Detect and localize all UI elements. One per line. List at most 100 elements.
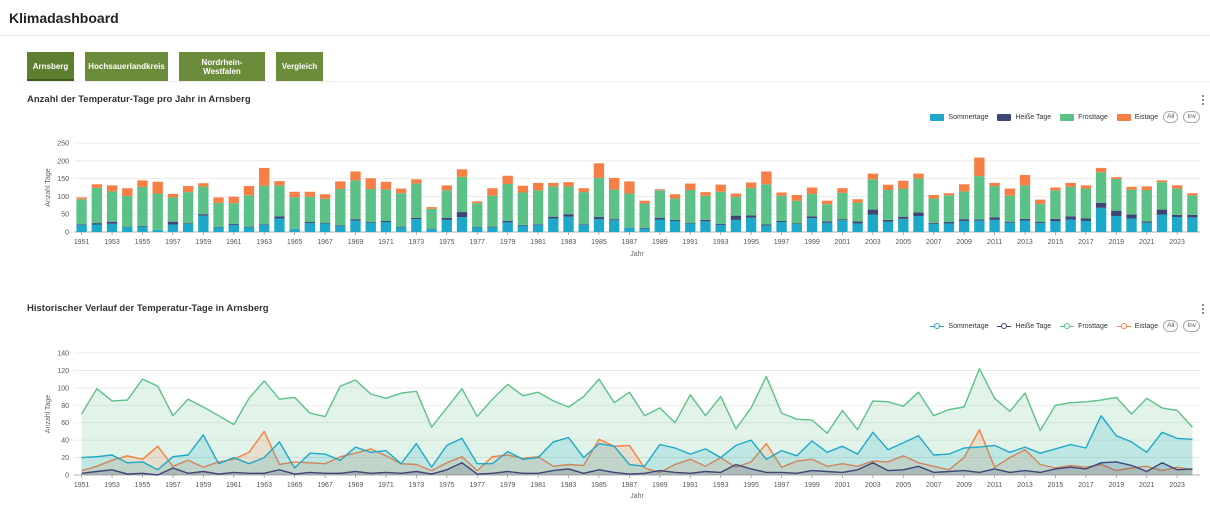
tab-hochsauerlandkreis[interactable]: Hochsauerlandkreis (85, 52, 168, 81)
legend-all-button[interactable]: All (1163, 320, 1179, 332)
bar-chart-menu-icon[interactable] (1200, 93, 1206, 107)
bar-eistage (989, 182, 1000, 187)
legend-item-eistage[interactable]: Eistage (1116, 322, 1158, 330)
bar-frosttage (928, 198, 939, 223)
legend-item-eistage[interactable]: Eistage (1116, 113, 1158, 121)
bar-frosttage (1187, 195, 1198, 215)
bar-heisse-tage (1126, 214, 1137, 219)
bar-eistage (974, 157, 985, 177)
bar-heisse-tage (380, 220, 392, 223)
bar-frosttage (563, 186, 574, 215)
bar-heisse-tage (639, 227, 650, 229)
legend-item-frosttage[interactable]: Frosttage (1060, 322, 1108, 330)
bar-sommertage (563, 216, 574, 232)
bar-eistage (259, 167, 270, 186)
bar-sommertage (548, 218, 559, 232)
tab-arnsberg[interactable]: Arnsberg (27, 52, 74, 81)
bar-heisse-tage (654, 217, 665, 220)
x-tick-label: 1959 (196, 482, 212, 489)
y-axis-title: Anzahl Tage (45, 395, 52, 434)
legend-item-heisse-tage[interactable]: Heiße Tage (997, 113, 1052, 121)
bar-chart-title: Anzahl der Temperatur-Tage pro Jahr in A… (27, 94, 251, 105)
bar-sommertage (456, 217, 468, 232)
bar-sommertage (700, 221, 711, 232)
legend-all-button[interactable]: All (1163, 111, 1179, 123)
bar-heisse-tage (76, 224, 87, 225)
bar-eistage (1050, 187, 1061, 191)
bar-heisse-tage (1172, 214, 1183, 218)
legend-item-sommertage[interactable]: Sommertage (930, 113, 988, 121)
bar-heisse-tage (822, 221, 833, 223)
bar-eistage (548, 182, 559, 187)
bar-sommertage (974, 220, 985, 232)
bar-eistage (609, 177, 620, 190)
bar-frosttage (411, 183, 422, 218)
bar-eistage (1141, 186, 1152, 190)
y-tick-label: 140 (57, 351, 69, 358)
bar-frosttage (776, 195, 787, 221)
line-heisse-tage (81, 461, 1193, 476)
area-chart-menu-icon[interactable] (1200, 302, 1206, 316)
bar-sommertage (137, 226, 148, 232)
x-tick-label: 2007 (926, 482, 942, 489)
x-tick-label: 2009 (956, 239, 972, 246)
x-tick-label: 1973 (409, 239, 425, 246)
bar-eistage (487, 188, 498, 196)
bar-eistage (1019, 175, 1031, 186)
legend-inv-button[interactable]: Inv (1183, 111, 1200, 123)
tab-nordrhein-westfalen[interactable]: Nordrhein-Westfalen (179, 52, 265, 81)
bar-heisse-tage (106, 221, 118, 224)
x-tick-label: 1967 (317, 239, 333, 246)
x-tick-label: 1993 (713, 239, 729, 246)
bar-heisse-tage (1095, 202, 1107, 208)
bar-eistage (426, 207, 437, 209)
bar-heisse-tage (730, 215, 742, 220)
bar-frosttage (669, 198, 681, 220)
bar-heisse-tage (578, 224, 589, 225)
bar-eistage (882, 184, 894, 190)
app-title: Klimadashboard (9, 10, 119, 26)
x-tick-label: 1999 (804, 482, 820, 489)
bar-eistage (456, 169, 468, 177)
bar-frosttage (715, 191, 726, 224)
bar-eistage (685, 183, 696, 190)
legend-item-heisse-tage[interactable]: Heiße Tage (997, 322, 1051, 330)
legend-item-frosttage[interactable]: Frosttage (1060, 113, 1108, 121)
bar-heisse-tage (1111, 210, 1122, 216)
bar-eistage (91, 184, 102, 188)
bar-heisse-tage (228, 223, 239, 225)
x-tick-label: 1973 (409, 482, 425, 489)
legend-swatch-icon (930, 113, 945, 121)
bar-sommertage (761, 225, 772, 232)
bar-eistage (1156, 180, 1168, 183)
bar-sommertage (228, 224, 239, 232)
bar-frosttage (745, 187, 757, 216)
bar-eistage (624, 181, 635, 194)
bar-frosttage (426, 208, 437, 229)
bar-eistage (182, 186, 194, 193)
x-tick-label: 1951 (74, 239, 90, 246)
tab-vergleich[interactable]: Vergleich (276, 52, 323, 81)
bar-frosttage (152, 193, 163, 230)
legend-item-sommertage[interactable]: Sommertage (930, 322, 988, 330)
legend-label: Heiße Tage (1015, 113, 1052, 121)
bar-heisse-tage (1019, 218, 1031, 221)
bar-sommertage (1111, 215, 1122, 232)
x-tick-label: 2011 (987, 239, 1002, 246)
bar-sommertage (472, 227, 483, 232)
bar-frosttage (259, 185, 270, 225)
bar-heisse-tage (837, 219, 848, 221)
bar-heisse-tage (791, 223, 802, 225)
bar-eistage (822, 200, 833, 205)
x-tick-label: 1991 (682, 239, 698, 246)
x-tick-label: 2023 (1169, 482, 1185, 489)
bar-heisse-tage (91, 223, 102, 225)
legend-inv-button[interactable]: Inv (1183, 320, 1200, 332)
bar-heisse-tage (182, 223, 194, 224)
bar-frosttage (958, 191, 970, 220)
bar-eistage (319, 194, 331, 199)
bar-eistage (593, 163, 605, 178)
bar-eistage (350, 171, 361, 181)
y-tick-label: 40 (61, 438, 69, 445)
bar-heisse-tage (167, 221, 179, 225)
